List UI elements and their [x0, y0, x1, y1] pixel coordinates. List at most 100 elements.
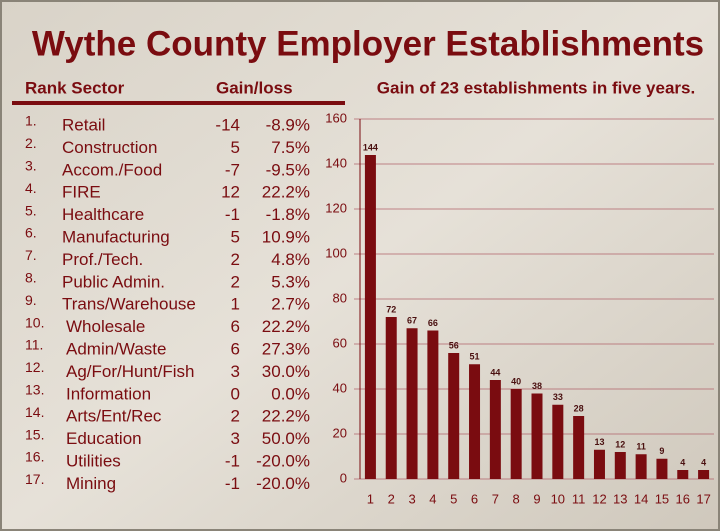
gain: 12 — [221, 183, 240, 202]
percent: 4.8% — [271, 250, 310, 269]
data-label: 44 — [490, 367, 500, 377]
bar — [698, 470, 710, 479]
gain: -1 — [225, 474, 240, 493]
data-label: 28 — [574, 403, 584, 413]
bar — [427, 330, 439, 479]
table: 1. Retail -14 -8.9% 2. Construction 5 7.5% 3. Acc… — [25, 113, 310, 493]
x-tick-label: 2 — [388, 491, 395, 506]
data-label: 72 — [386, 304, 396, 314]
sector: Arts/Ent/Rec — [66, 407, 162, 426]
header-rule — [12, 101, 345, 105]
y-tick-label: 0 — [340, 470, 347, 485]
gain: 0 — [231, 384, 240, 403]
bar — [593, 449, 605, 479]
data-label: 40 — [511, 376, 521, 386]
rank: 5. — [25, 202, 37, 218]
sector: Ag/For/Hunt/Fish — [66, 362, 195, 381]
rank: 16. — [25, 449, 44, 465]
bar — [510, 389, 522, 479]
x-tick-label: 9 — [533, 491, 540, 506]
rank: 15. — [25, 426, 44, 442]
bar — [406, 328, 418, 479]
rank: 10. — [25, 314, 44, 330]
x-tick-label: 10 — [551, 491, 565, 506]
percent: 22.2% — [262, 407, 310, 426]
x-tick-label: 12 — [592, 491, 606, 506]
sector: Retail — [62, 115, 105, 134]
data-label: 11 — [636, 442, 646, 452]
percent: 50.0% — [262, 429, 310, 448]
percent: -1.8% — [266, 205, 310, 224]
x-tick-label: 1 — [367, 491, 374, 506]
gain: 6 — [231, 317, 240, 336]
bar — [489, 380, 501, 479]
x-tick-label: 3 — [408, 491, 415, 506]
sector: Accom./Food — [62, 160, 162, 179]
y-tick-label: 120 — [325, 200, 347, 215]
chart: 0204060801001201401601144272367466556651… — [325, 110, 714, 506]
x-tick-label: 6 — [471, 491, 478, 506]
rank: 11. — [25, 337, 43, 353]
x-tick-label: 16 — [676, 491, 690, 506]
sector: Information — [66, 384, 151, 403]
gain: 2 — [231, 272, 240, 291]
bar — [635, 454, 647, 479]
y-tick-label: 140 — [325, 155, 347, 170]
sector: Public Admin. — [62, 272, 165, 291]
bar — [469, 364, 481, 479]
x-tick-label: 17 — [696, 491, 710, 506]
sector: Healthcare — [62, 205, 144, 224]
percent: 22.2% — [262, 183, 310, 202]
percent: 10.9% — [262, 227, 310, 246]
gain: 1 — [231, 295, 240, 314]
bar — [677, 470, 689, 479]
data-label: 12 — [615, 439, 625, 449]
x-tick-label: 13 — [613, 491, 627, 506]
rank: 9. — [25, 292, 37, 308]
y-tick-label: 160 — [325, 110, 347, 125]
data-label: 144 — [363, 142, 378, 152]
percent: 5.3% — [271, 272, 310, 291]
percent: 2.7% — [271, 295, 310, 314]
rank: 13. — [25, 382, 44, 398]
data-label: 66 — [428, 318, 438, 328]
data-label: 33 — [553, 392, 563, 402]
x-tick-label: 15 — [655, 491, 669, 506]
rank: 4. — [25, 180, 37, 196]
gain: 3 — [231, 429, 240, 448]
bar — [552, 404, 564, 479]
table-header: Gain/loss — [216, 78, 293, 97]
rank: 14. — [25, 404, 44, 420]
x-tick-label: 5 — [450, 491, 457, 506]
rank: 12. — [25, 359, 44, 375]
rank: 7. — [25, 247, 37, 263]
rank: 8. — [25, 270, 37, 286]
sector: Manufacturing — [62, 227, 170, 246]
x-tick-label: 7 — [492, 491, 499, 506]
sector: Utilities — [66, 451, 121, 470]
x-tick-label: 4 — [429, 491, 436, 506]
bar — [385, 317, 397, 479]
data-label: 51 — [470, 352, 480, 362]
data-label: 56 — [449, 340, 459, 350]
gain: 2 — [231, 407, 240, 426]
percent: 0.0% — [271, 384, 310, 403]
gain: -1 — [225, 451, 240, 470]
y-tick-label: 100 — [325, 245, 347, 260]
x-tick-label: 14 — [634, 491, 648, 506]
sector: Education — [66, 429, 142, 448]
gain: 5 — [231, 138, 240, 157]
bar — [531, 393, 543, 479]
percent: 27.3% — [262, 339, 310, 358]
sector: Wholesale — [66, 317, 145, 336]
gain: 6 — [231, 339, 240, 358]
x-tick-label: 11 — [572, 491, 586, 506]
bar — [614, 452, 626, 479]
rank: 3. — [25, 158, 37, 174]
rank: 1. — [25, 113, 37, 129]
rank: 6. — [25, 225, 37, 241]
percent: -9.5% — [266, 160, 310, 179]
bar — [364, 155, 376, 479]
